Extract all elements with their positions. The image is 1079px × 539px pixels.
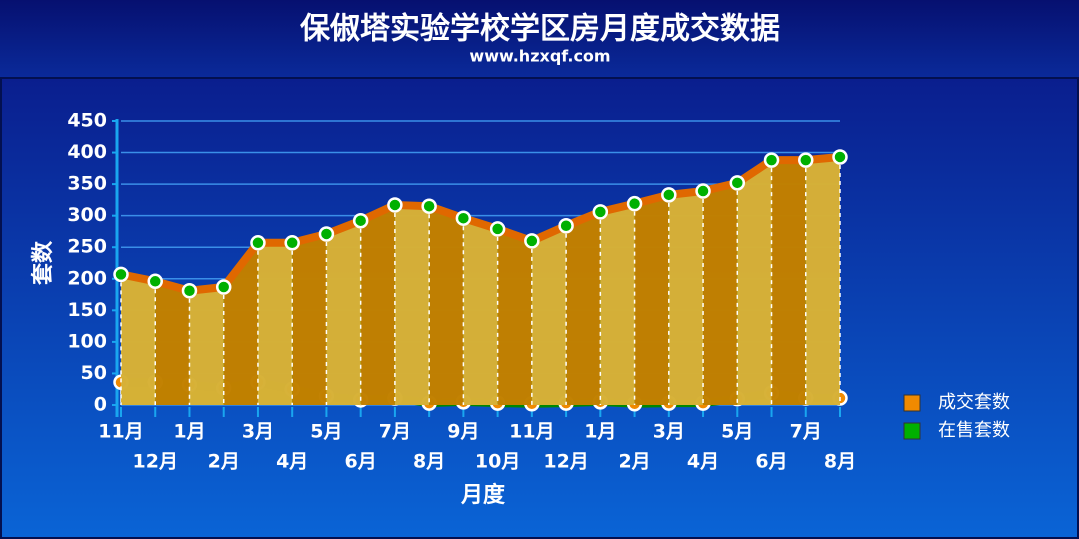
band bbox=[771, 156, 806, 405]
x-tick-label: 12月 bbox=[543, 451, 588, 473]
point bbox=[284, 235, 300, 251]
point bbox=[729, 175, 746, 191]
band bbox=[805, 156, 840, 405]
legend-swatch bbox=[903, 422, 921, 440]
chart-title: 保俶塔实验学校学区房月度成交数据 bbox=[300, 12, 780, 47]
point bbox=[215, 279, 232, 295]
point bbox=[592, 204, 609, 220]
y-tick-label: 150 bbox=[67, 299, 107, 321]
point bbox=[455, 210, 472, 226]
point bbox=[489, 221, 506, 237]
x-tick-label: 8月 bbox=[413, 451, 445, 473]
point bbox=[661, 187, 677, 203]
y-tick-label: 0 bbox=[94, 394, 107, 416]
x-tick-label: 1月 bbox=[584, 421, 616, 443]
point bbox=[352, 212, 369, 229]
point bbox=[387, 197, 403, 213]
point bbox=[524, 233, 540, 249]
x-tick-label: 1月 bbox=[173, 421, 205, 443]
legend-swatch bbox=[903, 394, 921, 412]
band bbox=[703, 156, 738, 405]
legend-label: 成交套数 bbox=[938, 392, 1010, 413]
x-tick-label: 4月 bbox=[276, 451, 308, 473]
x-tick-label: 6月 bbox=[345, 451, 377, 473]
point bbox=[421, 198, 437, 214]
x-tick-label: 5月 bbox=[721, 421, 753, 443]
point bbox=[763, 152, 780, 168]
x-tick-label: 11月 bbox=[509, 421, 554, 443]
x-tick-label: 11月 bbox=[98, 421, 143, 443]
legend-label: 在售套数 bbox=[938, 420, 1010, 441]
chart-subtitle: www.hzxqf.com bbox=[469, 47, 610, 66]
point bbox=[147, 273, 163, 290]
x-tick-label: 3月 bbox=[653, 421, 685, 443]
y-axis-label: 套数 bbox=[30, 240, 56, 285]
point bbox=[318, 226, 335, 242]
x-tick-label: 7月 bbox=[379, 421, 411, 443]
x-tick-label: 7月 bbox=[790, 421, 822, 443]
point bbox=[113, 266, 129, 283]
x-tick-label: 10月 bbox=[475, 451, 520, 473]
x-tick-label: 2月 bbox=[208, 451, 240, 473]
y-tick-label: 200 bbox=[67, 267, 107, 289]
y-tick-label: 100 bbox=[67, 330, 107, 352]
x-tick-label: 3月 bbox=[242, 421, 274, 443]
y-tick-label: 250 bbox=[67, 236, 107, 258]
point bbox=[798, 152, 814, 168]
point bbox=[695, 183, 711, 199]
point bbox=[181, 283, 198, 299]
x-tick-label: 6月 bbox=[755, 451, 787, 473]
x-tick-label: 2月 bbox=[618, 451, 650, 473]
y-tick-label: 400 bbox=[67, 141, 107, 163]
header bbox=[0, 0, 1079, 78]
band bbox=[737, 156, 772, 405]
point bbox=[250, 235, 266, 251]
y-tick-label: 350 bbox=[67, 173, 107, 195]
y-tick-label: 450 bbox=[67, 110, 107, 132]
y-tick-label: 50 bbox=[81, 362, 107, 384]
x-tick-label: 4月 bbox=[687, 451, 719, 473]
line bbox=[120, 152, 841, 295]
point bbox=[558, 218, 574, 234]
y-tick-label: 300 bbox=[67, 204, 107, 226]
x-tick-label: 9月 bbox=[447, 421, 479, 443]
x-tick-label: 12月 bbox=[133, 451, 178, 473]
x-tick-label: 8月 bbox=[824, 451, 856, 473]
point bbox=[832, 149, 848, 165]
x-tick-label: 5月 bbox=[310, 421, 342, 443]
x-axis-label: 月度 bbox=[460, 482, 506, 508]
point bbox=[626, 195, 643, 212]
